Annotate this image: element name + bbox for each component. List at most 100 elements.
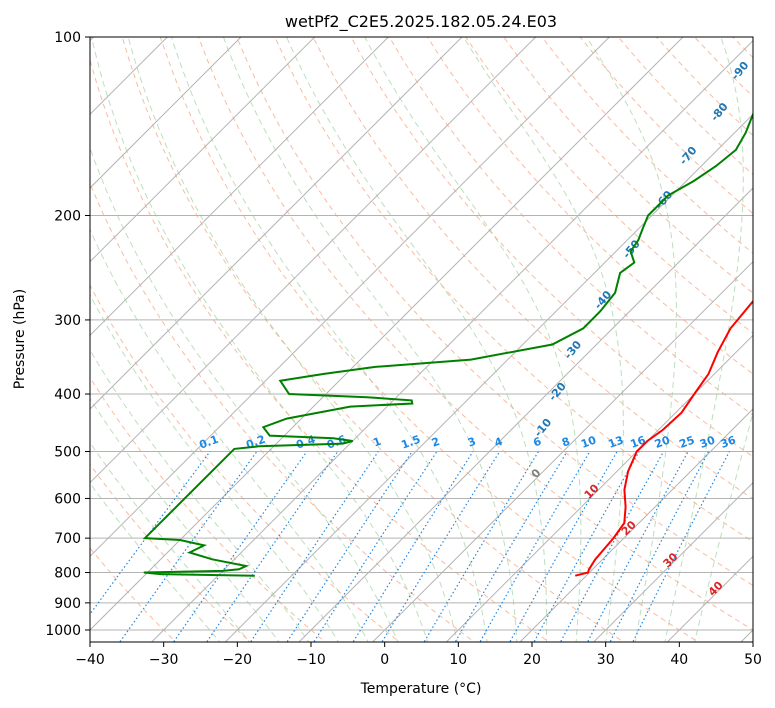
y-tick-label: 800 xyxy=(54,566,81,582)
y-axis-label: Pressure (hPa) xyxy=(12,289,28,389)
x-tick-label: −10 xyxy=(296,652,326,668)
moist-adiabat-line xyxy=(364,37,582,642)
dry-adiabat-line xyxy=(617,37,753,176)
dry-adiabat-line xyxy=(465,37,753,334)
mixing-ratio-line xyxy=(423,451,540,642)
moist-adiabat-line xyxy=(171,37,488,642)
y-tick-label: 400 xyxy=(54,387,81,403)
isotherm-line xyxy=(224,113,753,642)
dry-adiabat-label: -80 xyxy=(708,100,731,124)
x-tick-label: 30 xyxy=(597,652,615,668)
mixing-ratio-label: 20 xyxy=(653,433,672,451)
mixing-ratio-label: 4 xyxy=(493,435,505,450)
mixing-ratio-line xyxy=(609,451,710,642)
isotherm-line xyxy=(90,37,537,484)
isotherm-line xyxy=(592,481,753,642)
y-tick-label: 300 xyxy=(54,313,81,329)
dry-adiabat-line xyxy=(90,376,326,642)
y-tick-label: 900 xyxy=(54,596,81,612)
y-tick-label: 200 xyxy=(54,209,81,225)
x-axis-label: Temperature (°C) xyxy=(360,681,482,697)
x-tick-label: 10 xyxy=(449,652,467,668)
mixing-ratio-line xyxy=(533,451,640,642)
mixing-ratio-line xyxy=(206,451,339,642)
isotherm-line xyxy=(445,334,753,642)
mixing-ratio-label: 30 xyxy=(698,433,717,451)
isotherm-line xyxy=(90,37,316,263)
mixing-ratio-label: 36 xyxy=(719,433,738,451)
mixing-ratio-line xyxy=(586,451,689,642)
dry-adiabat-line xyxy=(312,37,753,500)
x-tick-label: −30 xyxy=(149,652,179,668)
dry-adiabat-line xyxy=(198,37,753,631)
x-tick-label: 0 xyxy=(380,652,389,668)
moist-adiabat-line xyxy=(90,228,369,642)
x-tick-label: 40 xyxy=(670,652,688,668)
moist-adiabat-line xyxy=(91,37,429,642)
isotherm-line xyxy=(519,408,753,642)
moist-adiabat-line xyxy=(286,37,548,642)
moist-adiabat-line xyxy=(127,37,458,642)
plot-area: 0.1 0.2 0.4 0.6 1 1.5 2 3 4 6 8 10 13 16 20 25 30 36 -100… xyxy=(90,37,775,645)
mixing-ratio-label: 25 xyxy=(677,433,696,450)
dry-adiabat-label: -90 xyxy=(729,59,752,83)
moist-adiabat-label: 30 xyxy=(661,550,681,570)
isobar-gridlines xyxy=(90,37,753,631)
x-axis-ticks: −40 −30 −20 −10 0 10 20 30 40 50 xyxy=(75,642,762,668)
dry-adiabat-line xyxy=(121,37,625,642)
dry-adiabat-line xyxy=(771,37,775,645)
isotherm-line xyxy=(371,260,753,642)
mixing-ratio-line xyxy=(509,451,618,642)
x-tick-label: 50 xyxy=(744,652,762,668)
dry-adiabat-line xyxy=(90,181,476,642)
y-tick-label: 600 xyxy=(54,491,81,507)
mixing-ratio-line xyxy=(559,451,665,642)
isotherm-line xyxy=(90,37,242,189)
dewpoint-profile-line xyxy=(142,112,753,577)
isotherm-line xyxy=(298,187,753,642)
mixing-ratio-line xyxy=(352,451,474,642)
dry-adiabat-line xyxy=(90,463,251,642)
mixing-ratio-label: 0.4 xyxy=(294,433,317,452)
chart-title: wetPf2_C2E5.2025.182.05.24.E03 xyxy=(285,12,557,32)
dry-adiabat-label: -70 xyxy=(677,144,700,168)
y-tick-label: 700 xyxy=(54,531,81,547)
mixing-ratio-label: 13 xyxy=(606,433,625,450)
dry-adiabat-label: -30 xyxy=(562,338,585,362)
y-tick-label: 500 xyxy=(54,445,81,461)
plot-frame xyxy=(89,36,754,643)
isotherm-gridlines xyxy=(90,37,753,642)
isotherm-line xyxy=(90,37,684,631)
mixing-ratio-label: 8 xyxy=(560,435,572,450)
isotherm-line xyxy=(90,37,463,410)
mixing-ratio-label: 0.1 xyxy=(197,433,220,452)
mixing-ratio-label: 6 xyxy=(531,435,543,450)
x-tick-label: 20 xyxy=(523,652,541,668)
moist-adiabat-line xyxy=(694,410,753,642)
mixing-ratio-label: 0.2 xyxy=(244,433,267,452)
isotherm-line xyxy=(90,37,390,337)
moist-adiabat-line xyxy=(90,293,340,642)
mixing-ratio-label: 3 xyxy=(466,435,478,450)
dry-adiabat-line xyxy=(159,37,700,642)
y-tick-label: 100 xyxy=(54,30,81,46)
y-axis-ticks: 100 200 300 400 500 600 700 800 900 1000 xyxy=(45,30,90,639)
y-tick-label: 1000 xyxy=(45,623,81,639)
mixing-ratio-label: 1.5 xyxy=(400,433,423,452)
dry-adiabat-line xyxy=(694,37,753,98)
mixing-ratio-line xyxy=(479,451,591,642)
mixing-ratio-label: 10 xyxy=(579,433,598,451)
dry-adiabat-line xyxy=(90,57,550,642)
mixing-ratio-line xyxy=(381,451,501,642)
isotherm-line xyxy=(90,37,611,558)
moist-adiabat-line xyxy=(90,441,251,642)
isotherm-line xyxy=(150,39,753,642)
x-tick-label: −20 xyxy=(223,652,253,668)
mixing-ratio-line xyxy=(90,451,211,616)
temperature-profile-line xyxy=(574,299,753,577)
dry-adiabat-line xyxy=(388,37,753,416)
x-tick-label: −40 xyxy=(75,652,105,668)
mixing-ratio-label: 2 xyxy=(430,435,442,450)
